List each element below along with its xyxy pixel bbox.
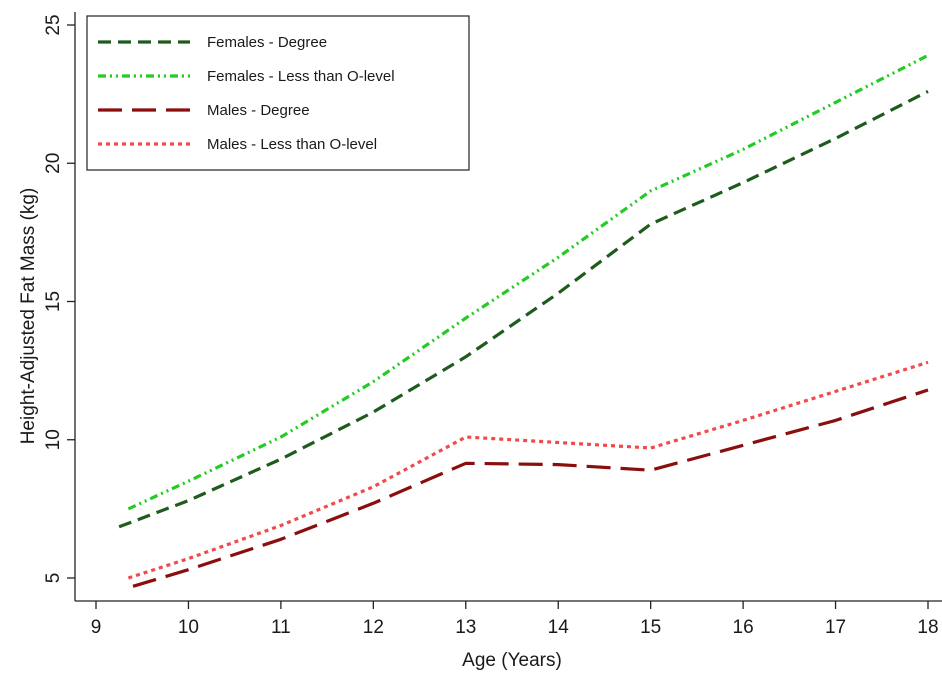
legend-label: Males - Degree bbox=[207, 102, 310, 119]
y-tick-label: 15 bbox=[43, 291, 64, 312]
x-tick-label: 13 bbox=[455, 617, 476, 638]
x-tick-label: 14 bbox=[548, 617, 570, 638]
x-tick-label: 16 bbox=[733, 617, 754, 638]
x-tick-label: 9 bbox=[91, 617, 102, 638]
x-tick-label: 17 bbox=[825, 617, 846, 638]
x-tick-label: 11 bbox=[271, 617, 291, 638]
y-tick-label: 25 bbox=[43, 14, 64, 35]
legend-label: Females - Less than O-level bbox=[207, 68, 395, 85]
x-tick-label: 10 bbox=[178, 617, 199, 638]
x-axis: 9 10 11 12 13 14 15 16 17 18 bbox=[91, 601, 939, 638]
y-tick-label: 20 bbox=[43, 153, 64, 174]
legend: Females - Degree Females - Less than O-le… bbox=[86, 15, 470, 171]
y-tick-label: 5 bbox=[43, 573, 64, 584]
series-line-4 bbox=[127, 360, 929, 580]
series-lines bbox=[118, 53, 929, 588]
legend-label: Females - Degree bbox=[207, 34, 327, 51]
series-line-1 bbox=[118, 89, 929, 529]
x-axis-label: Age (Years) bbox=[462, 650, 562, 671]
y-tick-label: 10 bbox=[43, 429, 64, 450]
y-axis: 5 10 15 20 25 bbox=[43, 14, 75, 583]
legend-label: Males - Less than O-level bbox=[207, 136, 377, 153]
x-tick-label: 12 bbox=[363, 617, 384, 638]
y-axis-label: Height-Adjusted Fat Mass (kg) bbox=[18, 188, 39, 445]
plot-area bbox=[74, 12, 942, 602]
series-line-3 bbox=[132, 388, 929, 588]
x-tick-label: 15 bbox=[640, 617, 661, 638]
x-tick-label: 18 bbox=[917, 617, 938, 638]
